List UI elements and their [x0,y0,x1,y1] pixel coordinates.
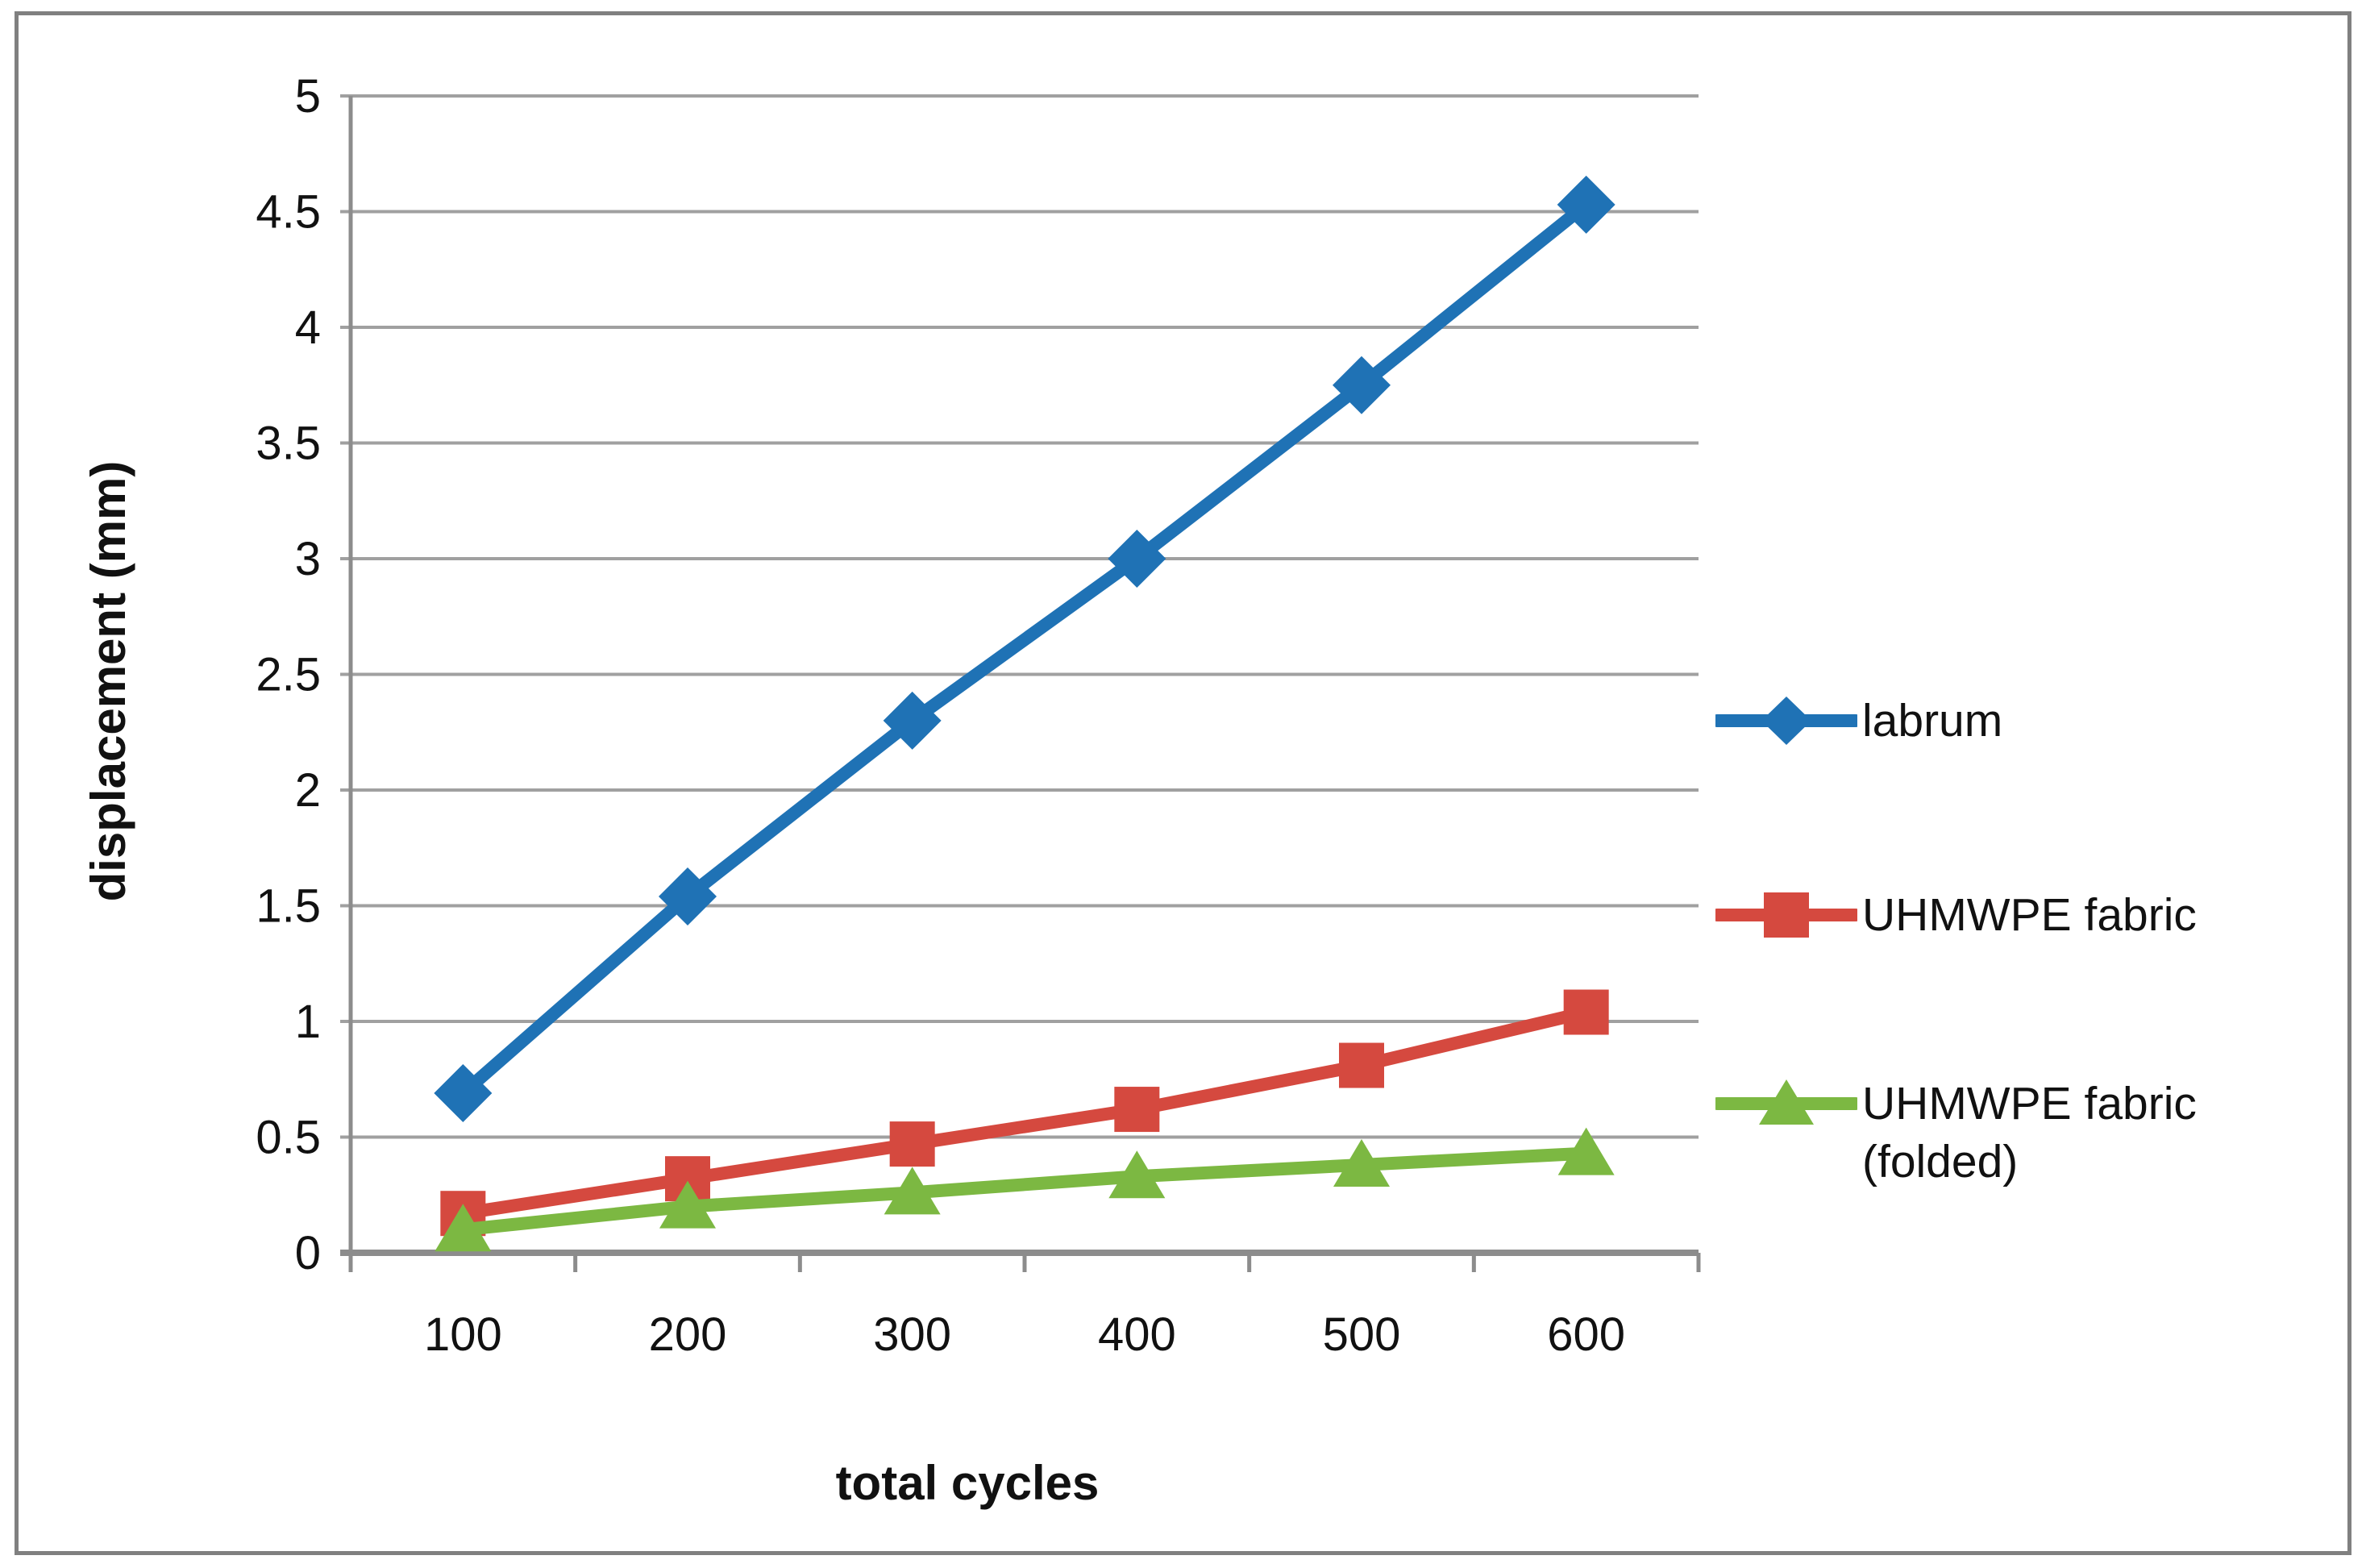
y-tick-label: 3.5 [256,418,321,470]
marker-diamond [883,691,942,750]
series-line-uhmwpe-fabric [456,1005,1593,1221]
marker-square [889,1121,935,1167]
series-line-uhmwpe-fabric-folded- [456,1146,1593,1237]
marker-diamond [659,867,717,926]
x-tick-label: 400 [1098,1308,1176,1361]
marker-square [1563,989,1609,1035]
marker-diamond [1557,175,1615,234]
marker-square [1114,1087,1160,1133]
x-tick-label: 500 [1323,1308,1401,1361]
marker-square [1339,1042,1384,1088]
marker-diamond [1333,356,1391,414]
marker-diamond [434,1063,493,1122]
marker-triangle [659,1180,716,1229]
figure-border [15,11,2351,1555]
y-axis-title: displacement (mm) [81,460,135,902]
y-tick-label: 1 [295,996,321,1048]
x-tick-label: 300 [873,1308,951,1361]
marker-triangle [884,1167,941,1215]
y-tick-label: 0 [295,1227,321,1279]
y-tick-label: 4 [295,302,321,354]
y-tick-label: 1.5 [256,880,321,933]
marker-triangle [435,1204,492,1252]
marker-diamond [1108,530,1166,588]
marker-triangle [1557,1127,1615,1175]
y-tick-label: 5 [295,70,321,123]
x-tick-label: 100 [424,1308,502,1361]
y-tick-label: 0.5 [256,1112,321,1164]
y-tick-label: 2.5 [256,649,321,701]
marker-triangle [1108,1150,1166,1199]
y-tick-label: 2 [295,764,321,817]
x-axis-title: total cycles [835,1456,1100,1510]
x-tick-label: 200 [649,1308,727,1361]
marker-triangle [1333,1138,1390,1187]
series-line-labrum [456,198,1593,1100]
y-tick-label: 4.5 [256,186,321,239]
y-tick-label: 3 [295,533,321,585]
x-tick-label: 600 [1547,1308,1625,1361]
